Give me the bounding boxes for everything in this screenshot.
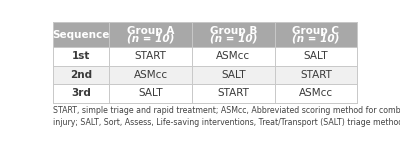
Bar	[192, 22, 274, 47]
Text: ASMcc: ASMcc	[299, 88, 333, 98]
Text: (n = 10): (n = 10)	[127, 33, 174, 43]
Text: 2nd: 2nd	[70, 70, 92, 80]
Bar	[109, 22, 192, 47]
Bar	[274, 66, 357, 84]
Text: START, simple triage and rapid treatment; ASMcc, Abbreviated scoring method for : START, simple triage and rapid treatment…	[53, 106, 400, 127]
Text: 3rd: 3rd	[71, 88, 91, 98]
Bar	[109, 84, 192, 103]
Bar	[192, 47, 274, 66]
Text: Group A: Group A	[127, 26, 174, 36]
Text: Group B: Group B	[210, 26, 257, 36]
Text: START: START	[217, 88, 249, 98]
Bar	[274, 84, 357, 103]
Text: SALT: SALT	[304, 51, 328, 61]
Bar	[53, 84, 109, 103]
Bar	[192, 84, 274, 103]
Bar	[53, 22, 109, 47]
Bar	[109, 66, 192, 84]
Text: START: START	[300, 70, 332, 80]
Text: ASMcc: ASMcc	[216, 51, 250, 61]
Bar	[274, 47, 357, 66]
Bar	[53, 47, 109, 66]
Text: (n = 10): (n = 10)	[210, 33, 257, 43]
Text: Sequence: Sequence	[52, 30, 110, 40]
Text: ASMcc: ASMcc	[134, 70, 168, 80]
Bar	[53, 66, 109, 84]
Text: 1st: 1st	[72, 51, 90, 61]
Text: SALT: SALT	[138, 88, 163, 98]
Bar	[109, 47, 192, 66]
Bar	[274, 22, 357, 47]
Text: START: START	[135, 51, 166, 61]
Text: (n = 10): (n = 10)	[292, 33, 340, 43]
Text: Group C: Group C	[292, 26, 339, 36]
Bar	[192, 66, 274, 84]
Text: SALT: SALT	[221, 70, 246, 80]
